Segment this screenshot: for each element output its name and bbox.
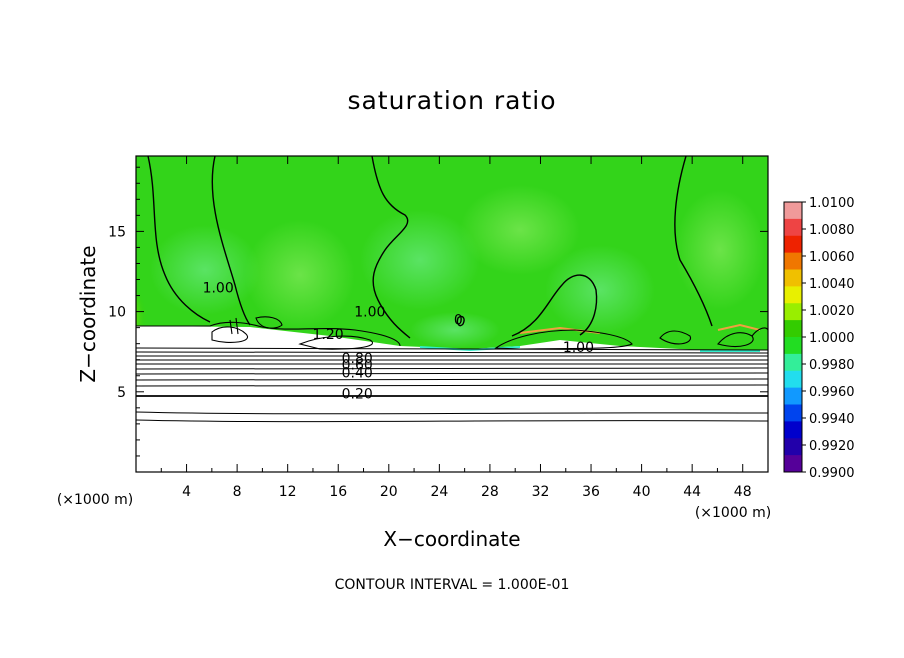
- contour-label: 1.20: [313, 327, 344, 343]
- x-tick-label: 40: [633, 484, 651, 500]
- y-axis: 5 10 15: [108, 166, 768, 457]
- colorbar-tick-label: 1.0040: [809, 277, 855, 292]
- x-tick-label: 20: [380, 484, 398, 500]
- colorbar-segment: [784, 370, 802, 389]
- x-tick-label: 8: [233, 484, 242, 500]
- colorbar-segment: [784, 235, 802, 254]
- contour-label: 1.00: [563, 340, 594, 356]
- x-axis-label: X−coordinate: [383, 527, 520, 551]
- x-tick-label: 44: [683, 484, 701, 500]
- y-axis-label: Z−coordinate: [76, 245, 100, 382]
- colorbar-tick-label: 0.9920: [809, 439, 855, 454]
- colorbar-segment: [784, 337, 802, 355]
- y-tick-label: 15: [108, 224, 126, 240]
- colorbar-tick-label: 1.0020: [809, 304, 855, 319]
- x-tick-label: 36: [582, 484, 600, 500]
- contour-interval-note: CONTOUR INTERVAL = 1.000E-01: [334, 577, 570, 593]
- colorbar-segment: [784, 353, 802, 372]
- contour-label: 0.40: [342, 366, 373, 382]
- contour-label: 0.80: [342, 351, 373, 367]
- chart-title: saturation ratio: [347, 86, 557, 115]
- colorbar-tick-label: 0.9980: [809, 358, 855, 373]
- contour-label: 1.00: [203, 281, 234, 297]
- contour-label: 0: [454, 313, 463, 329]
- colorbar-segment: [784, 421, 802, 439]
- colorbar-segment: [784, 286, 802, 304]
- x-tick-label: 28: [481, 484, 499, 500]
- x-tick-label: 4: [182, 484, 191, 500]
- colorbar-tick-label: 0.9940: [809, 412, 855, 427]
- plot-frame: [135, 155, 769, 473]
- colorbar-tick-label: 0.9900: [809, 466, 855, 481]
- y-unit-label: (×1000 m): [57, 492, 133, 508]
- colorbar-segment: [784, 455, 802, 473]
- colorbar-segment: [784, 320, 802, 338]
- x-tick-label: 24: [430, 484, 448, 500]
- colorbar-segment: [784, 252, 802, 270]
- x-tick-label: 48: [734, 484, 752, 500]
- contour-label: 0.60: [342, 358, 373, 374]
- contour-label: 1.00: [354, 305, 385, 321]
- x-tick-label: 16: [329, 484, 347, 500]
- heatmap-field: [136, 156, 768, 472]
- y-tick-label: 5: [117, 385, 126, 401]
- x-unit-label: (×1000 m): [695, 505, 771, 521]
- colorbar-segment: [784, 404, 802, 422]
- contour-label: 0.20: [342, 386, 373, 402]
- colorbar: 1.0100 1.0080 1.0060 1.0040 1.0020 1.0000 0.99…: [783, 196, 855, 481]
- colorbar-segment: [784, 218, 802, 237]
- contour-labels: 1.00 1.00 0 1.20 1.00 0.800.600.40 0.20: [203, 281, 594, 403]
- x-tick-label: 32: [532, 484, 550, 500]
- x-axis: 4 8 12 16 20 24 28 32 36 40 44 48: [160, 156, 752, 500]
- x-tick-label: 12: [279, 484, 297, 500]
- colorbar-segment: [784, 387, 802, 405]
- colorbar-tick-label: 1.0080: [809, 223, 855, 238]
- colorbar-tick-label: 0.9960: [809, 385, 855, 400]
- colorbar-tick-label: 1.0060: [809, 250, 855, 265]
- colorbar-segment: [784, 202, 802, 220]
- y-tick-label: 10: [108, 305, 126, 321]
- colorbar-segment: [784, 269, 802, 287]
- colorbar-tick-label: 1.0100: [809, 196, 855, 211]
- colorbar-segment: [784, 303, 802, 321]
- colorbar-tick-label: 1.0000: [809, 331, 855, 346]
- colorbar-segment: [784, 438, 802, 456]
